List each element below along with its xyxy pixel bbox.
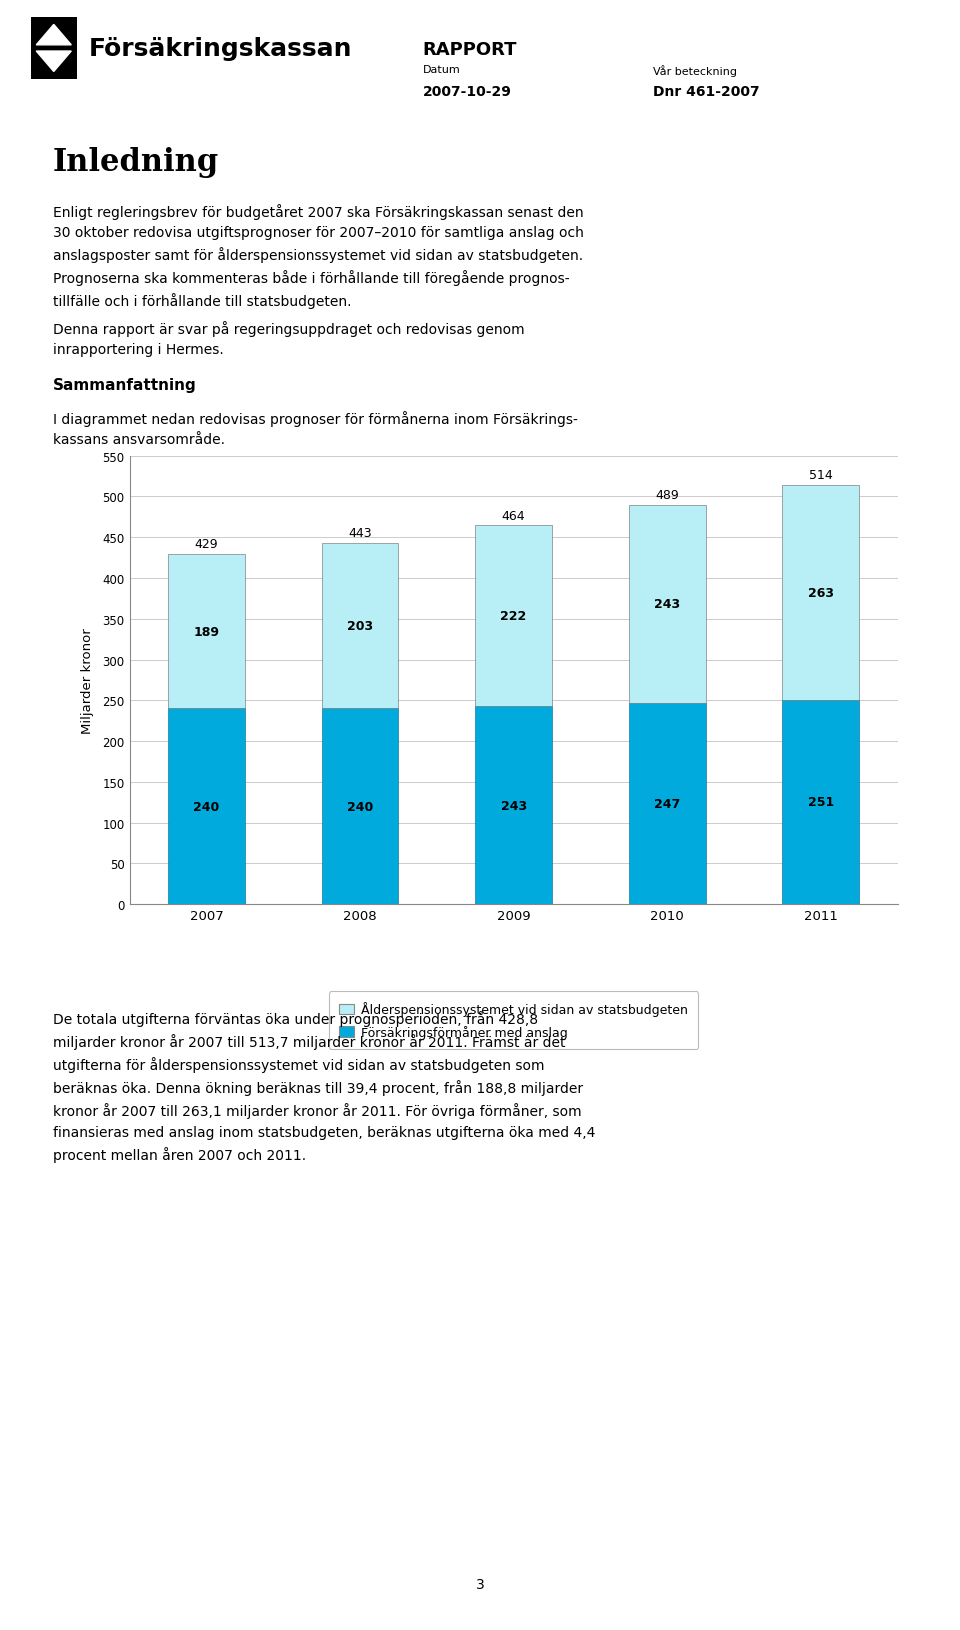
Bar	[629, 704, 706, 905]
Text: 464: 464	[502, 510, 525, 522]
Text: 203: 203	[347, 619, 373, 632]
Text: 2007-10-29: 2007-10-29	[422, 85, 512, 99]
Text: 189: 189	[193, 626, 220, 639]
Bar	[168, 709, 245, 905]
Text: Vår beteckning: Vår beteckning	[653, 65, 737, 77]
Bar	[629, 505, 706, 704]
Bar	[475, 707, 552, 905]
Polygon shape	[36, 52, 71, 72]
Text: RAPPORT: RAPPORT	[422, 41, 516, 59]
Bar	[322, 709, 398, 905]
Bar	[782, 701, 859, 905]
Text: Dnr 461-2007: Dnr 461-2007	[653, 85, 759, 99]
Bar	[475, 525, 552, 707]
Polygon shape	[36, 26, 71, 46]
Text: Enligt regleringsbrev för budgetåret 2007 ska Försäkringskassan senast den
30 ok: Enligt regleringsbrev för budgetåret 200…	[53, 204, 584, 310]
Text: 222: 222	[500, 610, 527, 623]
Text: 247: 247	[654, 797, 681, 810]
Text: Denna rapport är svar på regeringsuppdraget och redovisas genom
inrapportering i: Denna rapport är svar på regeringsuppdra…	[53, 321, 524, 357]
Text: 263: 263	[807, 587, 834, 600]
Text: 243: 243	[654, 598, 681, 611]
Text: 240: 240	[193, 800, 220, 813]
Y-axis label: Miljarder kronor: Miljarder kronor	[82, 628, 94, 734]
Text: 429: 429	[195, 538, 218, 551]
Text: 240: 240	[347, 800, 373, 813]
Text: De totala utgifterna förväntas öka under prognosperioden, från 428,8
miljarder k: De totala utgifterna förväntas öka under…	[53, 1011, 595, 1162]
Bar	[168, 554, 245, 709]
Text: Sammanfattning: Sammanfattning	[53, 378, 197, 393]
Text: Försäkringskassan: Försäkringskassan	[88, 37, 351, 60]
Text: 443: 443	[348, 526, 372, 540]
Text: 243: 243	[500, 799, 527, 812]
Text: 3: 3	[475, 1578, 485, 1591]
Text: I diagrammet nedan redovisas prognoser för förmånerna inom Försäkrings-
kassans : I diagrammet nedan redovisas prognoser f…	[53, 411, 578, 447]
Text: 489: 489	[656, 489, 679, 502]
Bar	[782, 486, 859, 701]
Text: Datum: Datum	[422, 65, 460, 75]
Bar	[322, 544, 398, 709]
Text: Inledning: Inledning	[53, 147, 219, 178]
Legend: Ålderspensionssystemet vid sidan av statsbudgeten, Försäkringsförmåner med ansla: Ålderspensionssystemet vid sidan av stat…	[329, 991, 698, 1050]
Text: 514: 514	[809, 469, 832, 482]
Text: 251: 251	[807, 795, 834, 808]
